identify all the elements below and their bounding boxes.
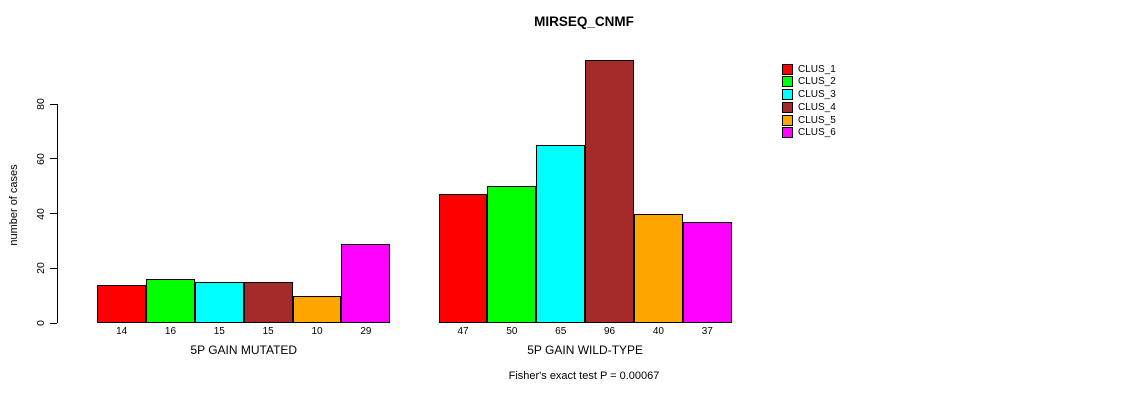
bar-clus_5 bbox=[634, 213, 683, 323]
y-tick-mark bbox=[50, 103, 57, 105]
legend-swatch-icon bbox=[782, 63, 793, 75]
bar-clus_1 bbox=[438, 194, 488, 323]
bar-clus_4 bbox=[585, 60, 634, 323]
bar-value-label: 29 bbox=[360, 326, 372, 337]
legend-swatch-icon bbox=[782, 89, 793, 100]
bar-value-label: 14 bbox=[116, 326, 128, 337]
bar-clus_4 bbox=[243, 281, 293, 323]
legend-label: CLUS_5 bbox=[798, 114, 836, 126]
y-tick-mark bbox=[50, 158, 57, 160]
legend-swatch-icon bbox=[782, 101, 793, 113]
y-axis-line bbox=[57, 104, 58, 323]
bar-clus_6 bbox=[341, 243, 391, 323]
y-tick-label: 0 bbox=[35, 320, 47, 326]
bar-value-label: 16 bbox=[164, 326, 177, 337]
bar-value-label: 10 bbox=[311, 326, 323, 337]
chart-title: MIRSEQ_CNMF bbox=[534, 14, 634, 29]
y-tick-label: 20 bbox=[35, 262, 47, 275]
y-tick-mark bbox=[50, 267, 57, 269]
y-axis-title: number of cases bbox=[8, 164, 20, 246]
legend-item: CLUS_5 bbox=[782, 114, 836, 126]
group-label: 5P GAIN MUTATED bbox=[190, 343, 298, 357]
legend-item: CLUS_4 bbox=[782, 101, 836, 113]
y-tick-label: 60 bbox=[35, 152, 47, 165]
y-tick-mark bbox=[50, 322, 57, 324]
bar-clus_3 bbox=[194, 281, 244, 323]
bar-clus_2 bbox=[146, 279, 195, 323]
legend-label: CLUS_3 bbox=[798, 89, 836, 100]
legend-label: CLUS_4 bbox=[798, 101, 836, 113]
legend-swatch-icon bbox=[782, 76, 793, 88]
bar-value-label: 47 bbox=[457, 326, 469, 337]
y-tick-mark bbox=[50, 213, 57, 215]
bar-value-label: 15 bbox=[213, 326, 225, 337]
bar-value-label: 15 bbox=[262, 326, 274, 337]
legend-label: CLUS_6 bbox=[798, 127, 836, 139]
y-tick-label: 40 bbox=[35, 207, 47, 220]
legend-label: CLUS_2 bbox=[798, 76, 836, 88]
bar-value-label: 40 bbox=[652, 326, 664, 337]
group-label: 5P GAIN WILD-TYPE bbox=[527, 343, 644, 357]
bar-value-label: 50 bbox=[506, 326, 518, 337]
legend-item: CLUS_6 bbox=[782, 127, 836, 139]
bar-clus_2 bbox=[487, 186, 537, 323]
legend-swatch-icon bbox=[782, 127, 793, 139]
bar-clus_5 bbox=[292, 295, 342, 323]
bar-value-label: 37 bbox=[701, 326, 713, 337]
legend-item: CLUS_3 bbox=[782, 89, 836, 101]
bar-value-label: 96 bbox=[604, 326, 616, 337]
bar-clus_6 bbox=[682, 221, 732, 323]
bar-clus_3 bbox=[536, 145, 586, 323]
legend-swatch-icon bbox=[782, 114, 793, 126]
y-tick-label: 80 bbox=[35, 98, 47, 110]
legend-label: CLUS_1 bbox=[798, 63, 836, 75]
legend-item: CLUS_1 bbox=[782, 63, 836, 75]
legend-item: CLUS_2 bbox=[782, 76, 836, 88]
bar-clus_1 bbox=[97, 284, 147, 323]
bar-value-label: 65 bbox=[555, 326, 567, 337]
fisher-test-annotation: Fisher's exact test P = 0.00067 bbox=[508, 370, 660, 382]
